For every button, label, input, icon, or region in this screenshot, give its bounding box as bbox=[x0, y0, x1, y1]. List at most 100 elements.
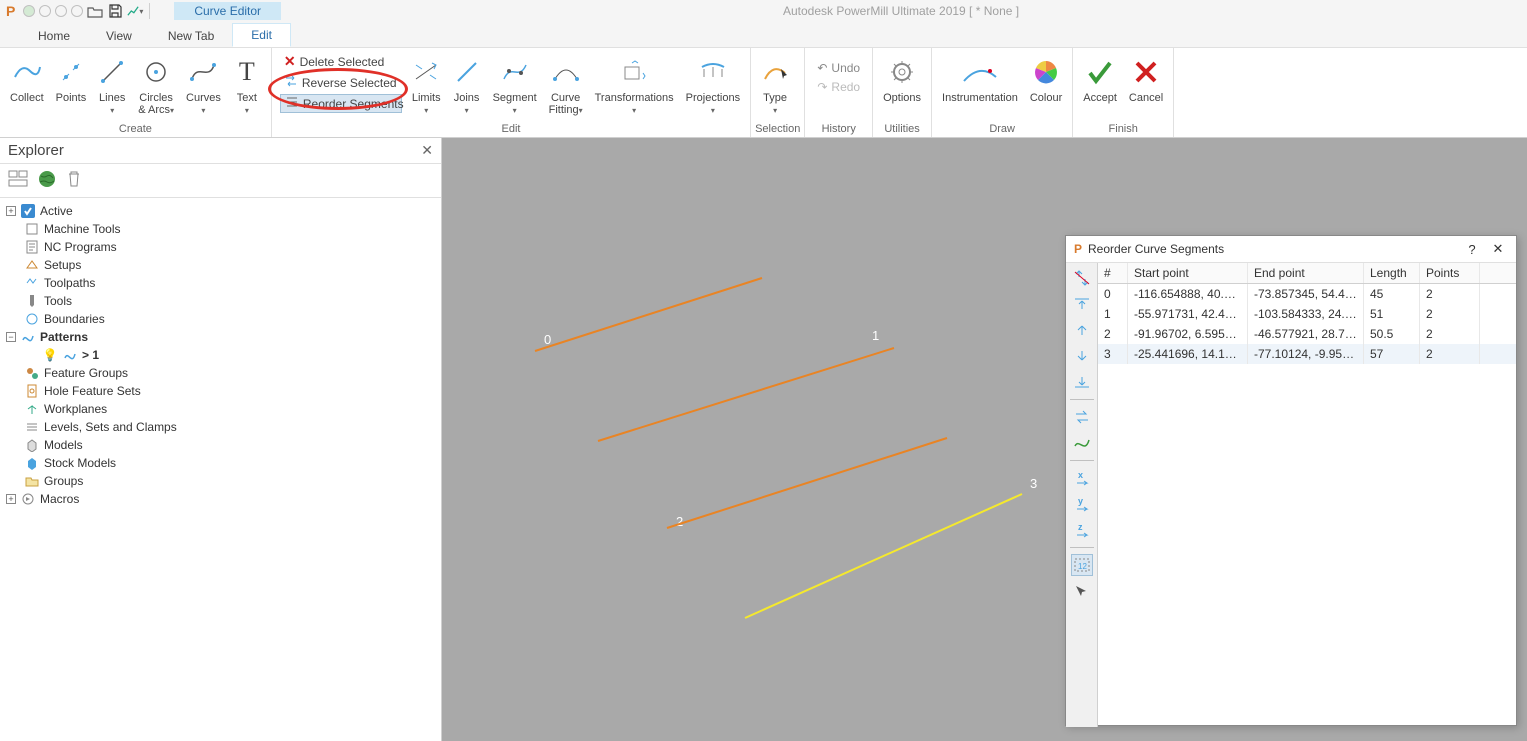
side-swap-icon[interactable] bbox=[1071, 267, 1093, 289]
type-button[interactable]: Type▾ bbox=[755, 50, 795, 120]
limits-button[interactable]: Limits▾ bbox=[406, 50, 447, 120]
tree-levels[interactable]: Levels, Sets and Clamps bbox=[2, 418, 439, 436]
toolpaths-icon bbox=[24, 275, 40, 291]
open-icon[interactable] bbox=[87, 3, 103, 19]
dialog-close-button[interactable]: ✕ bbox=[1488, 241, 1508, 257]
tree-machine-tools[interactable]: Machine Tools bbox=[2, 220, 439, 238]
cancel-button[interactable]: Cancel bbox=[1123, 50, 1169, 108]
reorder-segments-button[interactable]: Reorder Segments bbox=[280, 94, 402, 113]
accept-button[interactable]: Accept bbox=[1077, 50, 1123, 108]
segment-button[interactable]: Segment▾ bbox=[487, 50, 543, 120]
side-auto-icon[interactable] bbox=[1071, 432, 1093, 454]
qat-circle-3[interactable] bbox=[55, 5, 67, 17]
expander-icon[interactable]: + bbox=[6, 494, 16, 504]
curves-button[interactable]: Curves▾ bbox=[180, 50, 227, 120]
dialog-help-button[interactable]: ? bbox=[1462, 242, 1482, 257]
history-group-label: History bbox=[809, 121, 868, 137]
explorer-close-icon[interactable]: ✕ bbox=[421, 142, 433, 159]
table-row[interactable]: 3-25.441696, 14.134...-77.10124, -9.954.… bbox=[1098, 344, 1516, 364]
side-pick-icon[interactable] bbox=[1071, 580, 1093, 602]
folder-icon bbox=[24, 473, 40, 489]
tab-edit[interactable]: Edit bbox=[232, 23, 291, 47]
projections-button[interactable]: Projections▾ bbox=[680, 50, 746, 120]
col-num[interactable]: # bbox=[1098, 263, 1128, 283]
tree-patterns[interactable]: −Patterns bbox=[2, 328, 439, 346]
tree-setups[interactable]: Setups bbox=[2, 256, 439, 274]
globe-icon[interactable] bbox=[38, 170, 56, 191]
side-bottom-icon[interactable] bbox=[1071, 371, 1093, 393]
col-ep[interactable]: End point bbox=[1248, 263, 1364, 283]
undo-button[interactable]: ↶ Undo bbox=[813, 60, 864, 76]
curve-segment[interactable] bbox=[535, 278, 762, 351]
ribbon-group-finish: Accept Cancel Finish bbox=[1073, 48, 1174, 137]
tree-boundaries[interactable]: Boundaries bbox=[2, 310, 439, 328]
table-row[interactable]: 2-91.96702, 6.59599...-46.577921, 28.73.… bbox=[1098, 324, 1516, 344]
redo-button[interactable]: ↷ Redo bbox=[813, 79, 864, 95]
text-button[interactable]: T Text▾ bbox=[227, 50, 267, 120]
svg-text:y: y bbox=[1078, 496, 1083, 506]
tree-toolpaths[interactable]: Toolpaths bbox=[2, 274, 439, 292]
save-icon[interactable] bbox=[107, 3, 123, 19]
joins-button[interactable]: Joins▾ bbox=[447, 50, 487, 120]
tab-home[interactable]: Home bbox=[20, 25, 88, 47]
points-button[interactable]: Points bbox=[50, 50, 93, 108]
curve-segment[interactable] bbox=[598, 348, 894, 441]
cell-pts: 2 bbox=[1420, 284, 1480, 304]
side-y-icon[interactable]: y bbox=[1071, 493, 1093, 515]
table-row[interactable]: 0-116.654888, 40.51...-73.857345, 54.42.… bbox=[1098, 284, 1516, 304]
side-numbers-icon[interactable]: 12 bbox=[1071, 554, 1093, 576]
col-pts[interactable]: Points bbox=[1420, 263, 1480, 283]
chart-icon[interactable]: ▾ bbox=[127, 3, 143, 19]
side-down-icon[interactable] bbox=[1071, 345, 1093, 367]
side-up-icon[interactable] bbox=[1071, 319, 1093, 341]
tree-nc-programs[interactable]: NC Programs bbox=[2, 238, 439, 256]
tree-workplanes[interactable]: Workplanes bbox=[2, 400, 439, 418]
qat-circle-2[interactable] bbox=[39, 5, 51, 17]
collect-button[interactable]: Collect bbox=[4, 50, 50, 108]
tab-newtab[interactable]: New Tab bbox=[150, 25, 232, 47]
expander-icon[interactable]: + bbox=[6, 206, 16, 216]
tree-active[interactable]: +Active bbox=[2, 202, 439, 220]
delete-selected-button[interactable]: ✕ Delete Selected bbox=[280, 52, 402, 71]
side-reverse-icon[interactable] bbox=[1071, 406, 1093, 428]
tree-pattern-1[interactable]: 💡> 1 bbox=[2, 346, 439, 364]
tree-tools[interactable]: Tools bbox=[2, 292, 439, 310]
instrumentation-button[interactable]: Instrumentation bbox=[936, 50, 1024, 108]
cell-sp: -91.96702, 6.59599... bbox=[1128, 324, 1248, 344]
options-button[interactable]: Options bbox=[877, 50, 927, 108]
curve-segment[interactable] bbox=[667, 438, 947, 528]
tree-hole-feature[interactable]: Hole Feature Sets bbox=[2, 382, 439, 400]
reverse-selected-button[interactable]: Reverse Selected bbox=[280, 74, 402, 91]
explorer-header: Explorer ✕ bbox=[0, 138, 441, 164]
colour-button[interactable]: Colour bbox=[1024, 50, 1068, 108]
tree-view-icon[interactable] bbox=[8, 170, 28, 191]
cell-len: 51 bbox=[1364, 304, 1420, 324]
lines-button[interactable]: Lines▾ bbox=[92, 50, 132, 120]
cell-num: 0 bbox=[1098, 284, 1128, 304]
col-sp[interactable]: Start point bbox=[1128, 263, 1248, 283]
side-z-icon[interactable]: z bbox=[1071, 519, 1093, 541]
tree-stock-models[interactable]: Stock Models bbox=[2, 454, 439, 472]
expander-icon[interactable]: − bbox=[6, 332, 16, 342]
cell-len: 50.5 bbox=[1364, 324, 1420, 344]
table-row[interactable]: 1-55.971731, 42.402...-103.584333, 24.1.… bbox=[1098, 304, 1516, 324]
dialog-body: x y z 12 # Start point End point Length … bbox=[1066, 262, 1516, 727]
tree-macros[interactable]: +Macros bbox=[2, 490, 439, 508]
context-tab-curve-editor[interactable]: Curve Editor bbox=[174, 2, 281, 20]
dialog-titlebar[interactable]: P Reorder Curve Segments ? ✕ bbox=[1066, 236, 1516, 262]
col-len[interactable]: Length bbox=[1364, 263, 1420, 283]
trash-icon[interactable] bbox=[66, 170, 82, 191]
curve-segment[interactable] bbox=[745, 494, 1022, 618]
transformations-button[interactable]: Transformations▾ bbox=[589, 50, 680, 120]
side-x-icon[interactable]: x bbox=[1071, 467, 1093, 489]
qat-circle-4[interactable] bbox=[71, 5, 83, 17]
circles-button[interactable]: Circles & Arcs▾ bbox=[132, 50, 180, 120]
curve-fitting-button[interactable]: Curve Fitting▾ bbox=[543, 50, 589, 120]
ribbon-group-utilities: Options Utilities bbox=[873, 48, 932, 137]
tab-view[interactable]: View bbox=[88, 25, 150, 47]
tree-models[interactable]: Models bbox=[2, 436, 439, 454]
side-top-icon[interactable] bbox=[1071, 293, 1093, 315]
qat-circle-1[interactable] bbox=[23, 5, 35, 17]
tree-groups[interactable]: Groups bbox=[2, 472, 439, 490]
tree-feature-groups[interactable]: Feature Groups bbox=[2, 364, 439, 382]
